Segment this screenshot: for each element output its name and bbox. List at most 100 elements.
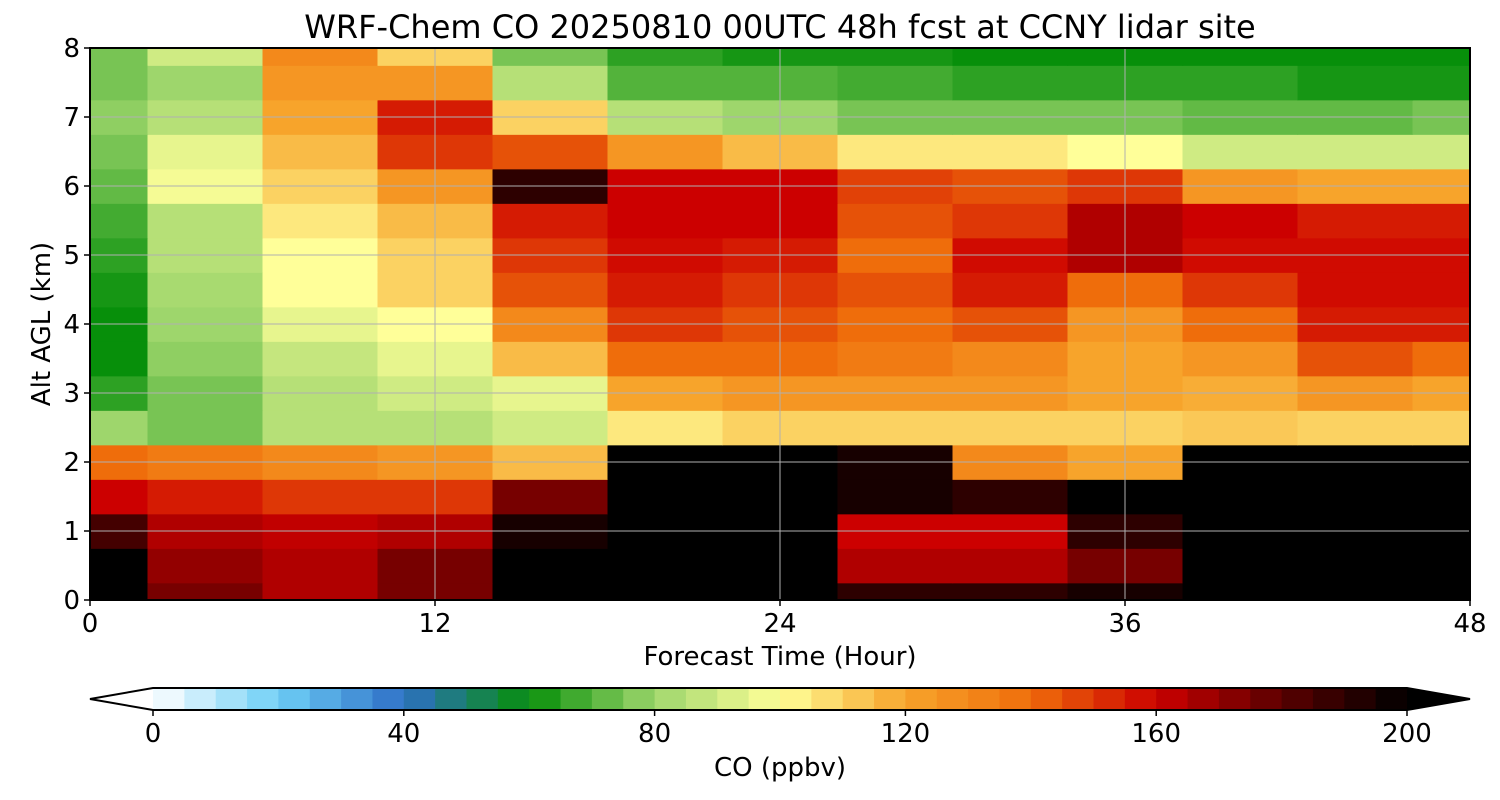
heatmap-cell (492, 479, 609, 515)
heatmap-cell (1182, 582, 1299, 601)
colorbar-segment (685, 688, 718, 710)
x-axis-label: Forecast Time (Hour) (643, 642, 916, 672)
heatmap-cell (90, 203, 149, 239)
heatmap-cell (1412, 479, 1471, 515)
heatmap-cell (262, 65, 379, 101)
heatmap-cell (1412, 582, 1471, 601)
heatmap-cell (1297, 272, 1414, 308)
heatmap-cell (147, 203, 264, 239)
heatmap-cell (837, 548, 954, 584)
heatmap-cell (147, 582, 264, 601)
heatmap-cell (952, 548, 1069, 584)
colorbar-tick-label: 0 (145, 719, 162, 749)
heatmap-cell (607, 582, 724, 601)
heatmap-cell (837, 272, 954, 308)
heatmap-cell (952, 582, 1069, 601)
colorbar-segment (1344, 688, 1377, 710)
colorbar-segment (654, 688, 687, 710)
colorbar-segment (780, 688, 812, 710)
heatmap-cell (1297, 341, 1414, 377)
heatmap-cell (1182, 341, 1299, 377)
heatmap-cell (90, 341, 149, 377)
heatmap-cell (952, 341, 1069, 377)
y-tick-label: 2 (63, 448, 80, 478)
colorbar-segment (968, 688, 1000, 710)
heatmap-cell (262, 272, 379, 308)
colorbar-segment (999, 688, 1032, 710)
heatmap-cell (262, 548, 379, 584)
colorbar-min-extend (90, 688, 153, 710)
colorbar-segment (309, 688, 342, 710)
heatmap-cell (952, 65, 1069, 101)
heatmap-cell (90, 410, 149, 446)
heatmap-cell (262, 134, 379, 170)
heatmap-cell (492, 410, 609, 446)
heatmap-cell (90, 48, 149, 66)
heatmap-cell (262, 479, 379, 515)
y-tick-label: 0 (63, 586, 80, 616)
heatmap-cell (492, 341, 609, 377)
x-tick-label: 24 (763, 609, 796, 639)
x-tick-label: 0 (82, 609, 99, 639)
colorbar-segment (184, 688, 217, 710)
heatmap-cell (1182, 48, 1299, 66)
y-tick-label: 6 (63, 172, 80, 202)
colorbar-segment (717, 688, 750, 710)
heatmap-cell (90, 479, 149, 515)
colorbar-tick-label: 160 (1131, 719, 1181, 749)
heatmap-cell (147, 134, 264, 170)
heatmap-cell (1182, 272, 1299, 308)
colorbar-segment (497, 688, 530, 710)
heatmap-cell (1182, 134, 1299, 170)
heatmap-cell (607, 48, 724, 66)
colorbar-segment (1312, 688, 1345, 710)
x-tick-label: 36 (1108, 609, 1141, 639)
colorbar-segment (748, 688, 781, 710)
x-tick-label: 48 (1453, 609, 1486, 639)
heatmap-cell (607, 65, 724, 101)
heatmap-cell (607, 548, 724, 584)
heatmap-cell (492, 272, 609, 308)
colorbar-segment (811, 688, 844, 710)
heatmap-cell (952, 134, 1069, 170)
heatmap-cell (147, 548, 264, 584)
colorbar-segment (466, 688, 499, 710)
y-tick-label: 5 (63, 241, 80, 271)
heatmap-cell (492, 203, 609, 239)
heatmap-cell (262, 48, 379, 66)
heatmap-cell (837, 48, 954, 66)
colorbar-tick-label: 120 (881, 719, 931, 749)
heatmap-cell (1412, 272, 1471, 308)
heatmap-cell (147, 341, 264, 377)
colorbar-segment (215, 688, 248, 710)
chart-title: WRF-Chem CO 20250810 00UTC 48h fcst at C… (304, 8, 1255, 46)
colorbar-segment (842, 688, 875, 710)
colorbar-tick-label: 200 (1382, 719, 1432, 749)
heatmap-cell (262, 582, 379, 601)
heatmap-cell (492, 48, 609, 66)
colorbar-segment (247, 688, 279, 710)
y-tick-label: 7 (63, 103, 80, 133)
heatmap-cell (90, 548, 149, 584)
heatmap-cell (1182, 203, 1299, 239)
heatmap-cell (492, 134, 609, 170)
heatmap-cell (1412, 48, 1471, 66)
heatmap-cell (1297, 548, 1414, 584)
colorbar-segment (1375, 688, 1408, 710)
heatmap-cell (147, 272, 264, 308)
colorbar-segment (905, 688, 938, 710)
heatmap-cell (607, 341, 724, 377)
x-tick-label: 12 (418, 609, 451, 639)
heatmap-cell (1182, 65, 1299, 101)
heatmap-cell (90, 582, 149, 601)
heatmap-cell (262, 341, 379, 377)
colorbar-segment (403, 688, 436, 710)
colorbar-segment (1250, 688, 1283, 710)
heatmap-cell (90, 65, 149, 101)
y-tick-label: 8 (63, 34, 80, 64)
heatmap-cell (1412, 203, 1471, 239)
colorbar-segment (623, 688, 656, 710)
colorbar-segment (1124, 688, 1157, 710)
